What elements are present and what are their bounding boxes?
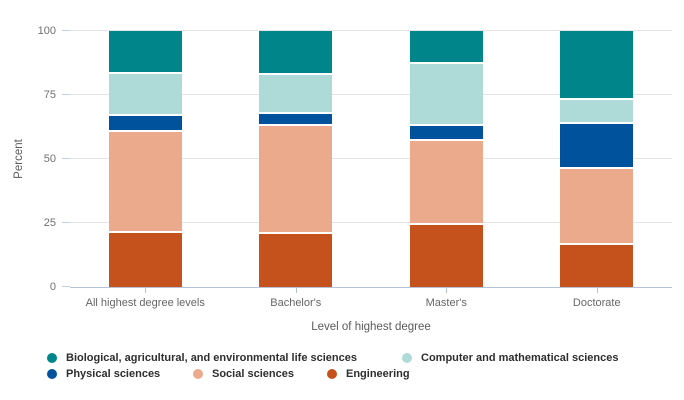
plot-area [62,30,672,293]
bar-segment-engineering[interactable] [560,245,634,287]
legend-label: Physical sciences [66,368,161,380]
bar-segment-engineering[interactable] [409,225,483,287]
legend-item-computer-and-mathematical-sciences[interactable]: Computer and mathematical sciences [402,351,618,365]
legend-label: Biological, agricultural, and environmen… [66,352,357,364]
x-axis-line [70,287,672,288]
bar-all-highest-degree-levels [108,31,182,287]
bar-segment-physical-sciences[interactable] [560,123,634,167]
bar-segment-social-sciences[interactable] [259,126,333,232]
x-tick-label: Master's [425,297,467,309]
x-tick-mark [596,287,598,293]
bar-master-s [409,31,483,287]
y-tick-label: 75 [43,89,56,101]
legend-item-engineering[interactable]: Engineering [327,367,410,381]
gridline [70,94,672,95]
bar-segment-physical-sciences[interactable] [108,116,182,130]
gridline [70,30,672,31]
bar-segment-computer-and-mathematical-sciences[interactable] [560,99,634,122]
legend-item-physical-sciences[interactable]: Physical sciences [47,367,160,381]
legend-swatch-icon [193,369,203,379]
y-tick-mark [62,286,70,287]
bar-doctorate [560,31,634,287]
y-tick-mark [62,30,70,31]
legend-item-biological-agricultural-and-environmental-life-sciences[interactable]: Biological, agricultural, and environmen… [47,351,357,365]
y-tick-label: 25 [43,217,56,229]
bar-segment-biological-agricultural-and-environmental-life-sciences[interactable] [259,31,333,74]
y-tick-mark [62,158,70,159]
x-axis-title: Level of highest degree [311,321,431,333]
x-tick-mark [446,287,448,293]
legend-item-social-sciences[interactable]: Social sciences [193,367,294,381]
legend-label: Social sciences [212,368,294,380]
bar-bachelor-s [259,31,333,287]
bar-segment-computer-and-mathematical-sciences[interactable] [409,63,483,125]
bar-segment-computer-and-mathematical-sciences[interactable] [108,73,182,115]
bar-segment-engineering[interactable] [259,233,333,287]
bar-segment-physical-sciences[interactable] [259,113,333,125]
x-tick-label: Bachelor's [270,297,322,309]
x-tick-label: Doctorate [572,297,621,309]
legend-swatch-icon [47,369,57,379]
bar-segment-physical-sciences[interactable] [409,126,483,139]
legend-swatch-icon [402,353,412,363]
gridline [70,158,672,159]
x-tick-mark [145,287,147,293]
bar-segment-social-sciences[interactable] [409,140,483,223]
y-tick-mark [62,94,70,95]
gridline [70,222,672,223]
legend-swatch-icon [327,369,337,379]
x-tick-mark [295,287,297,293]
y-tick-label: 50 [43,153,56,165]
legend-swatch-icon [47,353,57,363]
x-tick-label: All highest degree levels [85,297,205,309]
bar-segment-social-sciences[interactable] [108,131,182,231]
legend-label: Computer and mathematical sciences [421,352,619,364]
bar-segment-biological-agricultural-and-environmental-life-sciences[interactable] [560,31,634,98]
bar-segment-biological-agricultural-and-environmental-life-sciences[interactable] [409,31,483,62]
legend-label: Engineering [346,368,410,380]
y-tick-label: 0 [49,281,56,293]
bar-segment-computer-and-mathematical-sciences[interactable] [259,75,333,112]
bar-segment-engineering[interactable] [108,232,182,287]
y-tick-mark [62,222,70,223]
bar-segment-biological-agricultural-and-environmental-life-sciences[interactable] [108,31,182,72]
y-tick-label: 100 [37,25,56,37]
bar-segment-social-sciences[interactable] [560,168,634,244]
